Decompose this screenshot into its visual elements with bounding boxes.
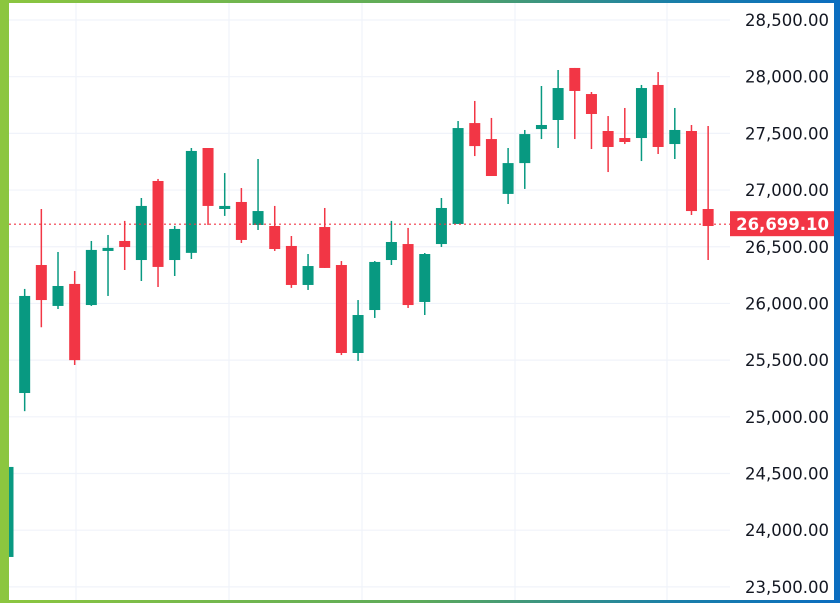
candle — [685, 124, 697, 216]
candle — [619, 107, 631, 145]
candle — [585, 91, 597, 150]
price-tick-label: 24,500.00 — [745, 465, 829, 484]
candle — [252, 159, 264, 230]
candle — [169, 225, 181, 277]
candle — [535, 85, 547, 140]
candle — [52, 251, 64, 310]
last-price-tag: 26,699.10 — [730, 211, 834, 237]
candle — [302, 254, 314, 290]
candle — [219, 173, 231, 216]
chart-panel: 28,500.00 28,000.00 27,500.00 27,000.00 26,5… — [9, 3, 834, 600]
candle — [335, 261, 347, 356]
candle — [369, 261, 381, 318]
candle — [285, 235, 297, 288]
candle — [202, 148, 214, 225]
price-tick-label: 27,500.00 — [745, 124, 829, 143]
candle — [502, 148, 514, 205]
candle — [452, 121, 464, 224]
candle — [419, 252, 431, 316]
price-tick-label: 24,000.00 — [745, 521, 829, 540]
price-tick-label: 25,500.00 — [745, 351, 829, 370]
candle — [19, 288, 31, 412]
candle — [352, 300, 364, 361]
candle — [102, 234, 114, 296]
candle — [152, 178, 164, 288]
price-axis[interactable]: 28,500.00 28,000.00 27,500.00 27,000.00 26,5… — [745, 11, 829, 597]
price-tick-label: 26,500.00 — [745, 238, 829, 257]
candle — [235, 188, 247, 244]
candle — [485, 117, 497, 177]
candle — [552, 70, 564, 149]
candle — [669, 107, 681, 160]
candle — [269, 205, 281, 251]
candle — [569, 67, 581, 140]
candle — [635, 84, 647, 162]
candle — [35, 209, 47, 328]
candle — [602, 116, 614, 173]
candlestick-chart[interactable]: 28,500.00 28,000.00 27,500.00 27,000.00 26,5… — [9, 3, 834, 600]
price-tick-label: 27,000.00 — [745, 181, 829, 200]
price-tick-label: 26,000.00 — [745, 294, 829, 313]
last-price-label: 26,699.10 — [736, 215, 829, 234]
candle — [69, 271, 81, 366]
price-tick-label: 28,000.00 — [745, 68, 829, 87]
candle — [319, 207, 331, 268]
candle — [119, 220, 131, 270]
candle — [469, 100, 481, 157]
candles — [9, 67, 714, 557]
candle — [702, 126, 714, 261]
price-tick-label: 28,500.00 — [745, 11, 829, 30]
candle — [85, 240, 97, 306]
candle — [435, 198, 447, 247]
candle — [9, 466, 14, 557]
price-tick-label: 25,000.00 — [745, 408, 829, 427]
candle — [135, 198, 147, 281]
candle — [402, 227, 414, 308]
candle — [185, 148, 197, 260]
price-tick-label: 23,500.00 — [745, 578, 829, 597]
candle — [519, 129, 531, 189]
candle — [385, 220, 397, 266]
candle — [652, 72, 664, 155]
